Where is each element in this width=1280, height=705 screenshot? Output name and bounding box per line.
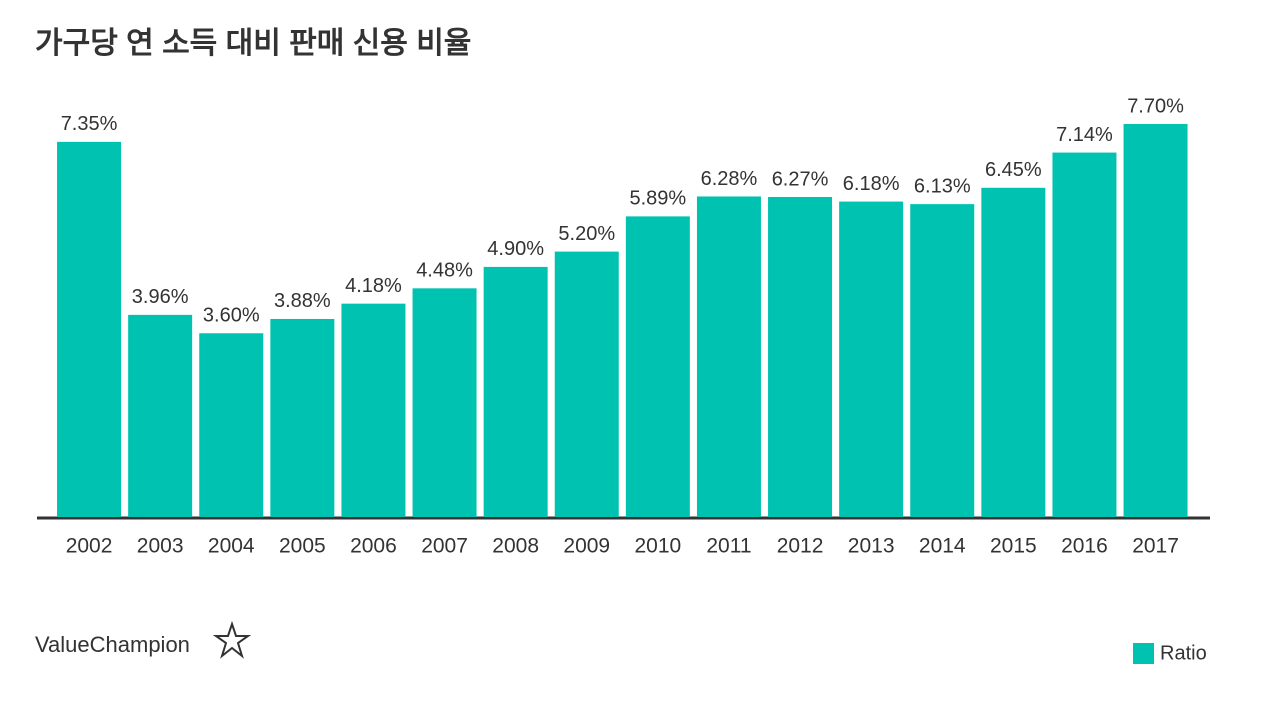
- x-tick-label: 2008: [492, 535, 539, 558]
- x-tick-label: 2017: [1132, 535, 1179, 558]
- chart-title: 가구당 연 소득 대비 판매 신용 비율: [35, 27, 471, 60]
- x-tick-label: 2013: [848, 535, 895, 558]
- legend-swatch: [1133, 643, 1154, 664]
- x-tick-label: 2016: [1061, 535, 1108, 558]
- value-label: 4.48%: [416, 260, 473, 282]
- bar: [128, 314, 193, 517]
- value-label: 3.60%: [203, 305, 260, 327]
- bar: [199, 333, 264, 517]
- value-label: 5.89%: [629, 188, 686, 210]
- x-tick-label: 2015: [990, 535, 1037, 558]
- bar: [839, 201, 904, 517]
- value-label: 7.14%: [1056, 124, 1113, 146]
- value-label: 7.70%: [1127, 95, 1184, 117]
- value-label: 4.90%: [487, 238, 544, 260]
- x-tick-label: 2012: [777, 535, 824, 558]
- bar: [1123, 123, 1188, 517]
- bar: [270, 318, 335, 517]
- x-tick-label: 2004: [208, 535, 255, 558]
- bar: [57, 141, 122, 517]
- x-tick-label: 2003: [137, 535, 184, 558]
- x-tick-label: 2005: [279, 535, 326, 558]
- value-label: 7.35%: [61, 113, 118, 135]
- bar: [412, 288, 477, 517]
- value-label: 6.18%: [843, 173, 900, 195]
- legend-label: Ratio: [1160, 642, 1207, 664]
- value-label: 6.28%: [701, 168, 758, 190]
- bar: [768, 196, 833, 518]
- value-label: 6.27%: [772, 168, 829, 190]
- x-tick-label: 2010: [634, 535, 681, 558]
- value-label: 3.96%: [132, 286, 189, 308]
- value-label: 6.13%: [914, 175, 971, 197]
- logo-star: [212, 620, 252, 659]
- value-label: 4.18%: [345, 275, 402, 297]
- bar: [554, 251, 619, 518]
- x-tick-label: 2014: [919, 535, 966, 558]
- value-label: 3.88%: [274, 290, 331, 312]
- x-tick-label: 2007: [421, 535, 468, 558]
- x-tick-label: 2011: [706, 535, 751, 558]
- bar: [483, 266, 548, 517]
- x-tick-label: 2002: [66, 535, 113, 558]
- bar: [981, 187, 1046, 518]
- bar: [910, 204, 975, 517]
- bar: [696, 196, 761, 517]
- value-label: 5.20%: [558, 223, 615, 245]
- bar: [1052, 152, 1117, 517]
- bar: [341, 303, 406, 517]
- bar: [625, 216, 690, 518]
- x-tick-label: 2006: [350, 535, 397, 558]
- value-label: 6.45%: [985, 159, 1042, 181]
- x-tick-label: 2009: [563, 535, 610, 558]
- logo: ValueChampion: [35, 632, 190, 657]
